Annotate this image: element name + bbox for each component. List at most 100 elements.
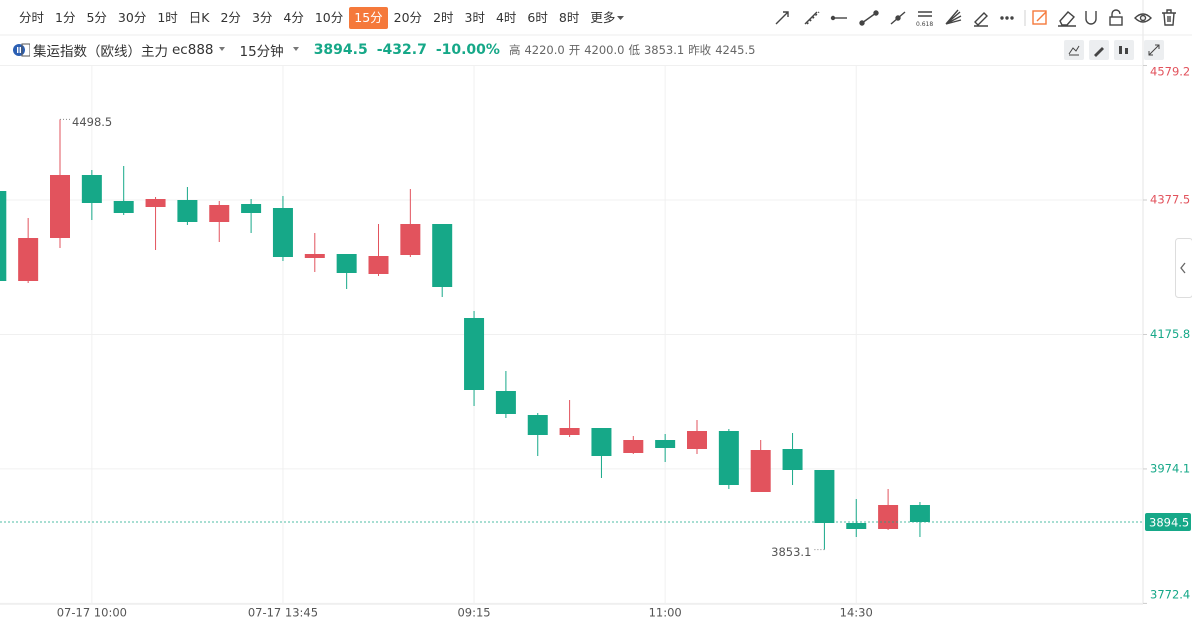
candle	[782, 433, 803, 485]
interval-button[interactable]: 8时	[558, 10, 580, 25]
candle-body	[304, 254, 325, 258]
candle-body	[177, 200, 198, 222]
magnet-tool[interactable]	[1085, 11, 1097, 25]
last-price-label: 3894.5	[1149, 516, 1189, 530]
visibility-tool[interactable]	[1134, 13, 1152, 23]
high-annotation: 4498.5	[72, 115, 112, 129]
interval-button[interactable]: 20分	[393, 10, 423, 25]
brush-tool[interactable]	[974, 12, 988, 27]
dropdown-arrow[interactable]	[292, 47, 302, 53]
x-tick-label: 09:15	[457, 606, 490, 620]
stat-value: 4245.5	[715, 43, 756, 57]
horizontal-line-tool[interactable]	[830, 15, 848, 21]
trend-tool[interactable]	[890, 11, 906, 25]
interval-button[interactable]: 2分	[220, 10, 241, 25]
candle	[272, 196, 293, 261]
last-price: 3894.5	[313, 42, 368, 58]
stat-value: 3853.1	[643, 43, 685, 57]
y-tick-label: 3772.4	[1150, 588, 1190, 602]
collapse-panel-button[interactable]	[1175, 238, 1192, 298]
period-selector[interactable]: 15分钟	[239, 44, 284, 60]
segment-tool[interactable]	[859, 10, 879, 26]
more-button[interactable]: 更多	[585, 7, 629, 29]
candle-body	[750, 450, 771, 492]
candle-body	[145, 199, 166, 207]
ray-tool[interactable]	[775, 11, 789, 25]
instrument-header: 集运指数（欧线）主力 ec888 15分钟 3894.5 -432.7 -10.…	[12, 40, 759, 60]
svg-text:0.618: 0.618	[916, 21, 933, 28]
stat-value: 4200.0	[584, 43, 625, 57]
interval-button[interactable]: 6时	[527, 10, 548, 25]
more-label: 更多	[590, 10, 616, 25]
candle	[145, 197, 166, 250]
stat-label: 高	[508, 43, 521, 57]
fibonacci-tool[interactable]: 0.618	[916, 11, 933, 28]
interval-button-active[interactable]: 15分	[349, 7, 388, 29]
fan-tool[interactable]	[945, 9, 962, 25]
interval-button[interactable]: 5分	[86, 10, 107, 25]
interval-button[interactable]: 1时	[157, 10, 178, 25]
interval-button[interactable]: 4时	[495, 10, 517, 25]
interval-button[interactable]: 1分	[55, 10, 76, 25]
interval-button[interactable]: 分时	[19, 10, 45, 25]
fullscreen-button[interactable]	[1144, 40, 1164, 60]
more-tools[interactable]	[1000, 16, 1014, 20]
candle	[113, 166, 134, 215]
candle-body	[336, 254, 357, 273]
price-change: -432.7	[376, 42, 427, 58]
interval-button[interactable]: 3分	[251, 10, 273, 25]
candle-body	[814, 470, 835, 523]
drawing-tools: 0.618	[775, 9, 1176, 28]
eraser-tool[interactable]	[1058, 11, 1076, 27]
candle-body	[18, 238, 39, 281]
indicator-button[interactable]	[1064, 40, 1084, 60]
candle	[718, 429, 739, 489]
candle	[846, 499, 867, 537]
candle-body	[846, 523, 867, 529]
x-tick-label: 11:00	[649, 606, 682, 620]
y-tick-label: 3974.1	[1150, 461, 1190, 475]
candle	[814, 470, 835, 550]
candle-body	[272, 208, 293, 257]
draw-button[interactable]	[1089, 40, 1109, 60]
interval-button[interactable]: 30分	[117, 10, 147, 25]
candle	[18, 218, 39, 283]
interval-button[interactable]: 10分	[314, 10, 344, 25]
candle-body	[432, 224, 453, 287]
instrument-code[interactable]: ec888	[172, 42, 214, 58]
chart-type-button[interactable]	[1114, 40, 1134, 60]
candle	[336, 254, 357, 289]
candle-body	[878, 505, 899, 529]
candle-body	[718, 431, 739, 485]
candle	[495, 371, 516, 418]
candle-body	[655, 440, 676, 448]
edit-tool[interactable]	[1032, 10, 1047, 25]
interval-button[interactable]: 2时	[433, 10, 454, 25]
candle-body	[687, 431, 707, 449]
candle-body	[559, 428, 580, 435]
candle-body	[368, 256, 389, 274]
extended-line-tool[interactable]	[804, 11, 820, 25]
y-tick-label: 4377.5	[1150, 193, 1190, 207]
candle-body	[400, 224, 421, 255]
dropdown-arrow[interactable]	[218, 47, 228, 53]
stat-value: 4220.0	[524, 43, 565, 57]
instrument-name[interactable]: 集运指数（欧线）主力	[33, 44, 168, 60]
x-tick-label: 07-17 13:45	[248, 606, 318, 620]
y-tick-label: 4579.2	[1150, 65, 1190, 79]
delete-tool[interactable]	[1162, 9, 1176, 26]
candle	[368, 224, 389, 276]
candle	[241, 199, 262, 233]
interval-button[interactable]: 3时	[464, 10, 485, 25]
interval-button[interactable]: 日K	[188, 10, 210, 25]
candle	[0, 191, 7, 281]
interval-button[interactable]: 4分	[283, 10, 304, 25]
candle	[527, 413, 548, 456]
candle	[81, 170, 102, 220]
candle	[464, 311, 485, 406]
candle	[432, 224, 453, 297]
lock-tool[interactable]	[1109, 9, 1123, 26]
y-tick-label: 4175.8	[1150, 327, 1190, 341]
